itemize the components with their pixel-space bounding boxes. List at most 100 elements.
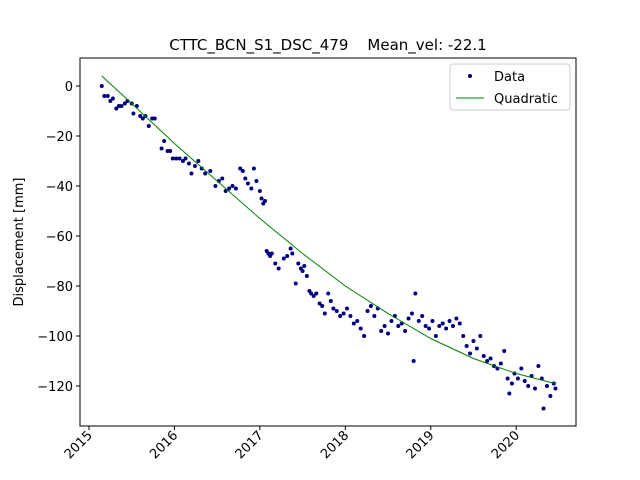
data-point	[140, 116, 145, 121]
data-point	[509, 381, 514, 386]
data-point	[119, 104, 124, 108]
data-point	[474, 346, 479, 351]
data-point	[485, 359, 490, 363]
data-point	[300, 269, 305, 273]
data-point	[522, 379, 527, 383]
data-point	[138, 114, 143, 118]
data-point	[152, 116, 157, 121]
y-tick-label: −100	[37, 330, 73, 345]
data-point	[502, 349, 507, 353]
data-point	[233, 186, 238, 191]
data-point	[427, 326, 432, 331]
data-point	[177, 156, 182, 161]
data-point	[420, 314, 425, 318]
data-point	[322, 311, 327, 316]
data-point	[269, 251, 274, 256]
data-point	[159, 146, 164, 151]
data-point	[240, 169, 245, 173]
data-point	[273, 261, 278, 266]
data-point	[406, 316, 411, 321]
data-point	[372, 314, 377, 318]
data-point	[423, 324, 428, 328]
data-point	[192, 164, 197, 168]
data-point	[281, 256, 286, 261]
data-point	[174, 156, 179, 161]
data-point	[519, 366, 524, 371]
legend-label: Quadratic	[494, 92, 558, 107]
data-point	[433, 334, 438, 338]
data-point	[257, 189, 262, 193]
data-point	[162, 139, 167, 143]
data-point	[409, 311, 414, 316]
data-point	[245, 181, 250, 186]
data-point	[99, 84, 104, 88]
data-point	[186, 161, 191, 166]
y-axis-label: Displacement [mm]	[12, 178, 27, 307]
data-point	[382, 324, 387, 328]
data-point	[532, 386, 537, 391]
data-point	[213, 184, 218, 188]
y-tick-label: −120	[37, 380, 73, 395]
data-point	[243, 176, 248, 181]
y-tick-label: −80	[46, 280, 73, 295]
data-point	[328, 299, 333, 303]
data-point	[430, 319, 435, 323]
data-point	[450, 324, 455, 328]
data-point	[146, 124, 151, 128]
data-point	[437, 324, 442, 328]
data-point	[338, 314, 343, 318]
data-point	[481, 354, 486, 358]
data-point	[411, 359, 416, 363]
data-point	[544, 384, 549, 388]
y-tick-label: 0	[65, 80, 73, 95]
data-point	[311, 294, 316, 298]
data-point	[259, 196, 264, 201]
data-point	[444, 326, 449, 331]
data-point	[230, 184, 235, 188]
data-point	[515, 376, 520, 381]
fit-line	[101, 75, 555, 384]
data-point	[553, 386, 558, 391]
data-point	[114, 106, 119, 111]
data-point	[331, 306, 336, 311]
data-point	[208, 169, 213, 173]
data-point	[505, 376, 510, 381]
data-point	[541, 406, 546, 411]
data-point	[389, 319, 394, 323]
data-point	[386, 331, 391, 336]
data-point	[348, 314, 353, 318]
data-point	[507, 391, 512, 396]
data-point	[454, 316, 459, 321]
data-point	[317, 301, 322, 306]
data-point	[334, 309, 339, 313]
data-point	[108, 99, 113, 103]
data-point	[471, 339, 476, 343]
data-point	[105, 94, 110, 98]
data-point	[468, 351, 473, 356]
data-point	[110, 96, 115, 101]
data-point	[461, 334, 466, 338]
data-point	[396, 324, 401, 328]
data-point	[168, 149, 173, 153]
data-point	[102, 94, 107, 98]
data-point	[413, 291, 418, 296]
data-point	[131, 111, 136, 116]
data-point	[457, 321, 462, 326]
y-tick-label: −20	[46, 130, 73, 145]
data-point	[254, 179, 259, 183]
data-point	[220, 176, 225, 181]
data-point	[309, 291, 314, 296]
data-point	[238, 166, 243, 171]
data-point	[358, 326, 363, 331]
y-tick-label: −60	[46, 230, 73, 245]
data-point	[403, 329, 408, 333]
data-point	[199, 166, 204, 171]
data-point	[365, 309, 370, 313]
data-point	[379, 329, 384, 333]
data-point	[447, 319, 452, 323]
data-point	[183, 156, 188, 161]
data-point	[464, 344, 469, 348]
data-point	[536, 364, 541, 368]
data-point	[251, 166, 256, 171]
